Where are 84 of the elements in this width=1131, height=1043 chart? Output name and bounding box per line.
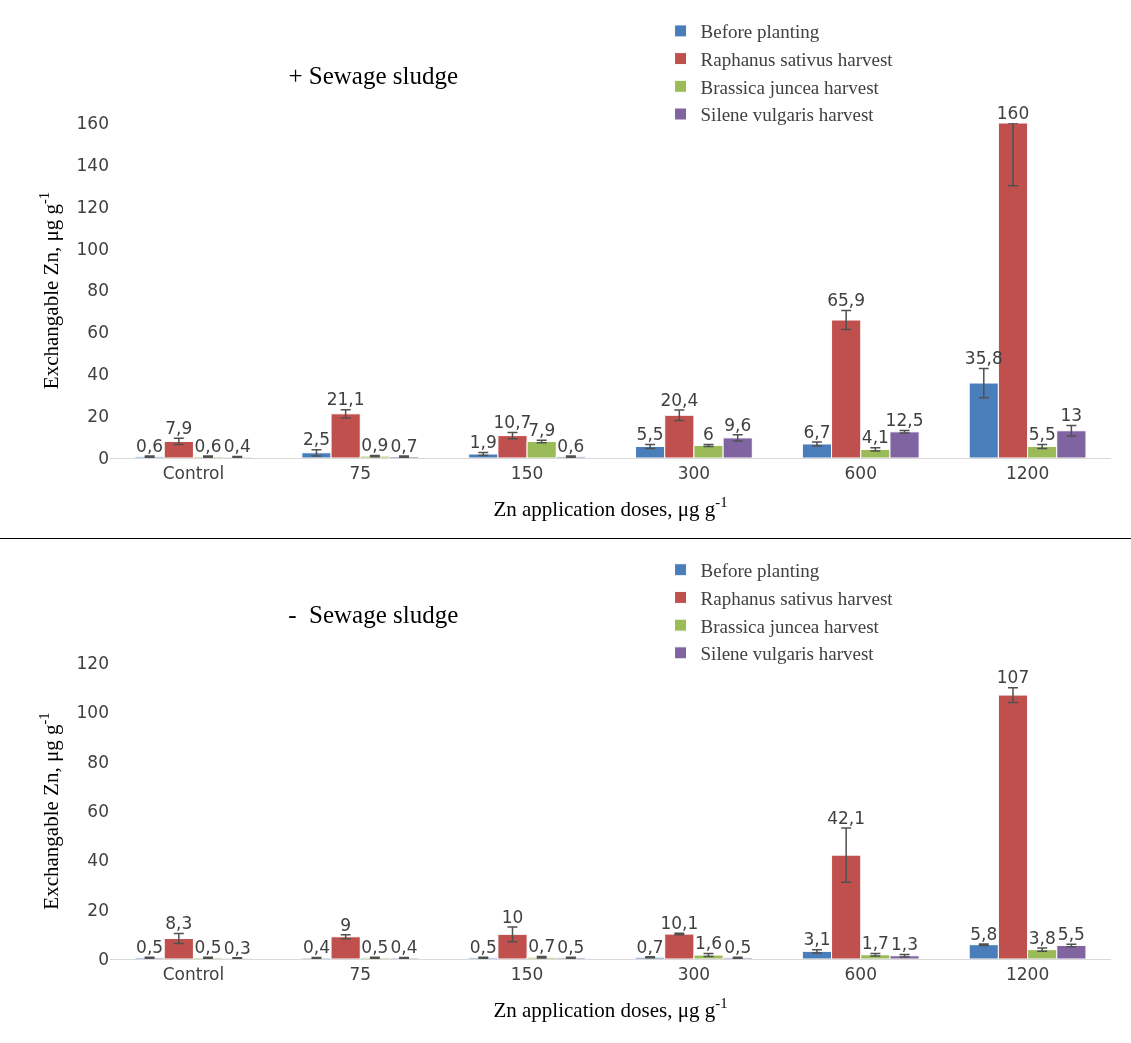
legend-label: Raphanus sativus harvest (700, 587, 894, 609)
legend-label: Silene vulgaris harvest (700, 104, 875, 126)
data-label: 0,9 (361, 435, 389, 456)
chart-title: - Sewage sludge (288, 600, 459, 628)
x-axis-title: Zn application doses, μg g$^{-1}$ (493, 493, 728, 521)
data-label: 7,9 (528, 419, 556, 440)
data-label: 8,3 (165, 913, 193, 934)
data-label: 107 (996, 667, 1030, 688)
y-tick-label: 20 (87, 406, 109, 427)
data-label: 0,5 (136, 937, 164, 958)
legend-label: Before planting (700, 21, 820, 43)
y-tick-label: 20 (87, 899, 109, 920)
data-label: 0,5 (557, 937, 585, 958)
data-label: 0,6 (136, 435, 164, 456)
data-label: 20,4 (660, 389, 699, 410)
data-label: 0,4 (302, 937, 330, 958)
data-label: 10 (501, 906, 524, 927)
legend-label: Silene vulgaris harvest (700, 643, 875, 665)
data-label: 0,6 (557, 435, 585, 456)
data-label: 5,5 (636, 424, 664, 445)
data-label: 0,4 (223, 436, 251, 457)
x-tick-label: Control (162, 964, 225, 985)
data-label: 9,6 (724, 414, 752, 435)
y-tick-label: 0 (98, 948, 109, 969)
x-axis-title: Zn application doses, μg g$^{-1}$ (493, 994, 728, 1022)
y-tick-label: 120 (76, 196, 109, 217)
data-label: 13 (1060, 405, 1083, 426)
data-label: 0,7 (528, 936, 556, 957)
data-label: 0,5 (469, 937, 497, 958)
data-label: 0,7 (390, 435, 418, 456)
data-label: 21,1 (326, 389, 365, 410)
x-tick-label: 1200 (1005, 463, 1050, 484)
y-tick-label: 60 (87, 322, 109, 343)
y-tick-label: 60 (87, 800, 109, 821)
data-label: 6 (703, 424, 714, 445)
data-label: 0,6 (194, 435, 222, 456)
chart-title: + Sewage sludge (288, 61, 459, 89)
data-label: 9 (340, 914, 352, 935)
x-tick-label: 75 (349, 964, 372, 985)
data-label: 1,9 (469, 432, 497, 453)
x-tick-label: 150 (510, 463, 544, 484)
data-label: 0,5 (194, 937, 222, 958)
y-tick-label: 80 (87, 280, 109, 301)
legend-label: Raphanus sativus harvest (700, 49, 894, 71)
data-label: 5,5 (1028, 424, 1056, 445)
data-label: 0,4 (390, 937, 418, 958)
data-label: 160 (996, 102, 1030, 123)
data-label: 10,1 (660, 913, 699, 934)
y-tick-label: 40 (87, 364, 109, 385)
data-label: 3,8 (1028, 927, 1056, 948)
y-tick-label: 80 (87, 751, 109, 772)
data-label: 7,9 (165, 418, 193, 439)
y-tick-label: 120 (76, 652, 109, 673)
data-label: 1,7 (861, 933, 889, 954)
data-label: 0,5 (361, 937, 389, 958)
y-tick-label: 160 (76, 112, 109, 133)
y-tick-label: 40 (87, 850, 109, 871)
x-tick-label: Control (162, 463, 225, 484)
legend-label: Before planting (700, 560, 820, 582)
legend-label: Brassica juncea harvest (700, 615, 880, 637)
y-tick-label: 0 (98, 447, 109, 468)
data-label: 0,7 (636, 936, 664, 957)
x-tick-label: 1200 (1005, 964, 1050, 985)
x-tick-label: 300 (677, 463, 711, 484)
data-label: 6,7 (803, 421, 831, 442)
y-tick-label: 100 (76, 238, 109, 259)
x-tick-label: 600 (844, 964, 877, 985)
x-tick-label: 150 (510, 964, 544, 985)
data-label: 3,1 (803, 929, 831, 950)
legend-label: Brassica juncea harvest (700, 76, 880, 98)
data-label: 42,1 (827, 807, 866, 828)
data-label: 0,3 (223, 937, 251, 958)
y-tick-label: 140 (76, 154, 109, 175)
x-tick-label: 75 (349, 463, 372, 484)
data-label: 5,5 (1057, 923, 1085, 944)
x-tick-label: 300 (677, 964, 711, 985)
data-label: 65,9 (827, 290, 866, 311)
x-tick-label: 600 (844, 463, 877, 484)
data-label: 1,3 (891, 934, 919, 955)
data-label: 2,5 (302, 429, 330, 450)
y-tick-label: 100 (76, 702, 109, 723)
data-label: 5,8 (970, 923, 998, 944)
data-label: 1,6 (694, 933, 723, 954)
data-label: 0,5 (724, 937, 752, 958)
